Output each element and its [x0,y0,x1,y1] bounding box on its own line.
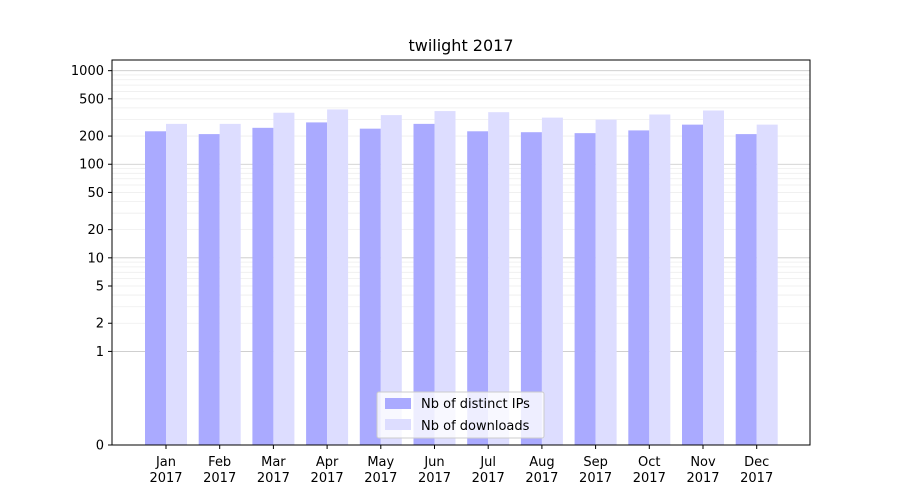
y-tick-label: 5 [96,280,104,295]
bar-downloads [703,110,724,446]
x-tick-label-year: 2017 [149,471,182,486]
bar-downloads [380,115,402,446]
x-tick-label-year: 2017 [740,471,773,486]
x-tick-label-year: 2017 [525,471,558,486]
bar-distinct-ips [359,128,381,445]
chart-title: twilight 2017 [408,36,513,55]
x-tick-label-month: Feb [208,455,231,470]
bar-downloads [649,114,671,445]
y-tick-label: 1 [96,345,104,360]
bar-distinct-ips [252,127,274,445]
bar-distinct-ips [467,131,489,445]
bar-distinct-ips [413,123,435,445]
x-tick-label-month: Oct [638,455,660,470]
bar-downloads [541,117,563,445]
legend-label-ips: Nb of distinct IPs [421,397,530,412]
x-tick-label-year: 2017 [686,471,719,486]
y-tick-label: 100 [79,158,104,173]
bar-distinct-ips [198,134,220,446]
bar-distinct-ips [145,131,166,445]
bar-downloads [595,119,617,446]
legend-swatch-ips [385,398,411,409]
bar-downloads [219,123,241,445]
bar-distinct-ips [682,124,703,445]
x-tick-label-month: Dec [744,455,769,470]
bar-distinct-ips [306,122,328,445]
x-tick-label-year: 2017 [257,471,290,486]
y-tick-label: 200 [79,130,104,145]
x-tick-label-year: 2017 [364,471,397,486]
legend-box [376,391,545,439]
x-tick-label-year: 2017 [633,471,666,486]
x-tick-label-month: Nov [690,455,716,470]
x-tick-label-month: Jan [155,455,176,470]
bar-downloads [434,111,456,445]
bar-distinct-ips [628,130,650,446]
y-tick-label: 2 [96,317,104,332]
x-tick-label-month: Jun [423,455,444,470]
bar-distinct-ips [735,134,757,446]
bar-distinct-ips [520,132,542,445]
plot-frame [111,59,811,446]
x-tick-label-month: Apr [316,455,339,470]
y-tick-label: 0 [96,439,104,454]
x-tick-label-month: Aug [529,455,554,470]
y-tick-label: 10 [87,251,104,266]
x-axis: Jan2017Feb2017Mar2017Apr2017May2017Jun20… [149,445,773,486]
y-tick-label: 1000 [71,64,104,79]
legend-swatch-downloads [385,419,411,430]
x-tick-label-month: May [367,455,394,470]
y-tick-label: 50 [87,186,104,201]
x-tick-label-month: Mar [261,455,286,470]
legend-label-downloads: Nb of downloads [421,419,530,434]
x-tick-label-year: 2017 [203,471,236,486]
bar-distinct-ips [574,133,596,446]
bar-downloads [166,123,187,445]
x-tick-label-year: 2017 [472,471,505,486]
x-tick-label-year: 2017 [579,471,612,486]
bar-groups [145,109,778,446]
x-tick-label-year: 2017 [311,471,344,486]
y-tick-label: 500 [79,92,104,107]
x-tick-label-year: 2017 [418,471,451,486]
bar-downloads [488,112,510,445]
x-tick-label-month: Sep [583,455,608,470]
x-tick-label-month: Jul [479,455,496,470]
bar-downloads [273,112,295,445]
bar-downloads [756,124,778,445]
y-axis: 0 1 2 5 10 20 50 100 200 500 1000 [71,64,112,454]
bar-downloads [327,109,349,445]
y-tick-label: 20 [87,223,104,238]
legend: Nb of distinct IPs Nb of downloads [376,391,545,439]
